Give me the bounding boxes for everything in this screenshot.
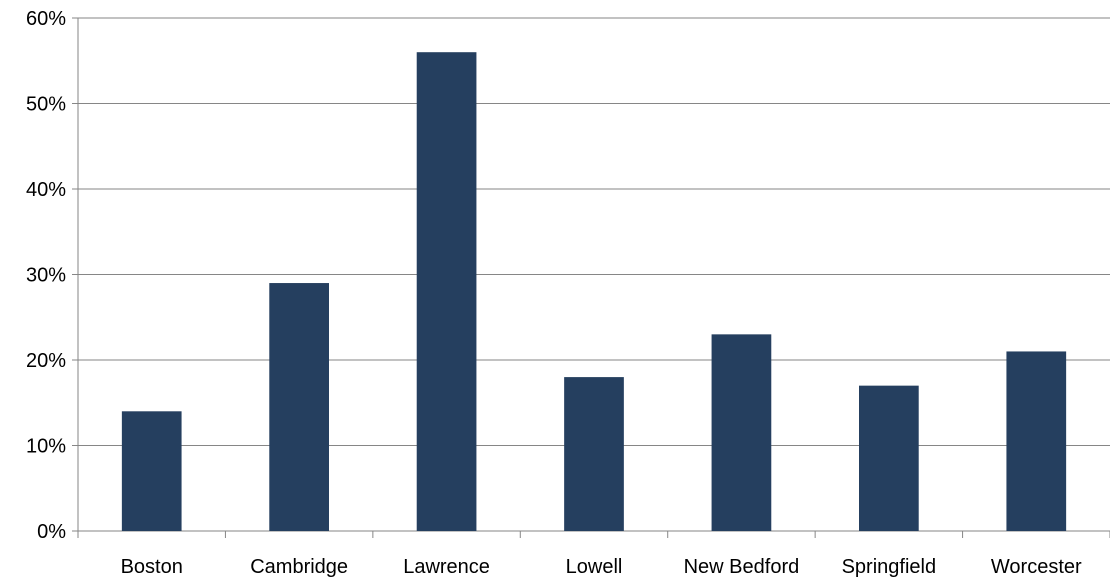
bar-boston xyxy=(121,411,182,531)
y-tick-label: 10% xyxy=(26,436,66,458)
x-tick-label: New Bedford xyxy=(684,556,800,578)
y-tick-label: 60% xyxy=(26,8,66,30)
x-tick-labels: Boston Cambridge Lawrence Lowell New Bedford… xyxy=(121,556,1082,578)
x-tick-label: Cambridge xyxy=(250,556,348,578)
y-tick-label: 50% xyxy=(26,94,66,116)
bar-lowell xyxy=(564,377,624,531)
bar-worcester xyxy=(1006,351,1067,531)
gridlines xyxy=(78,17,1110,446)
x-tick-label: Springfield xyxy=(842,556,937,578)
y-tick-label: 40% xyxy=(26,179,66,201)
bar-cambridge xyxy=(269,283,329,531)
x-tick-label: Lowell xyxy=(566,556,623,578)
bar-new-bedford xyxy=(711,334,772,531)
x-tick-label: Lawrence xyxy=(403,556,490,578)
y-tick-label: 20% xyxy=(26,350,66,372)
bars xyxy=(121,52,1067,531)
y-tick-label: 0% xyxy=(37,521,66,543)
x-tick-label: Worcester xyxy=(991,556,1082,578)
y-tick-label: 30% xyxy=(26,265,66,287)
x-tick-label: Boston xyxy=(121,556,183,578)
bar-lawrence xyxy=(416,52,477,531)
y-tick-labels: 0% 10% 20% 30% 40% 50% 60% xyxy=(26,8,66,543)
bar-springfield xyxy=(859,385,919,531)
